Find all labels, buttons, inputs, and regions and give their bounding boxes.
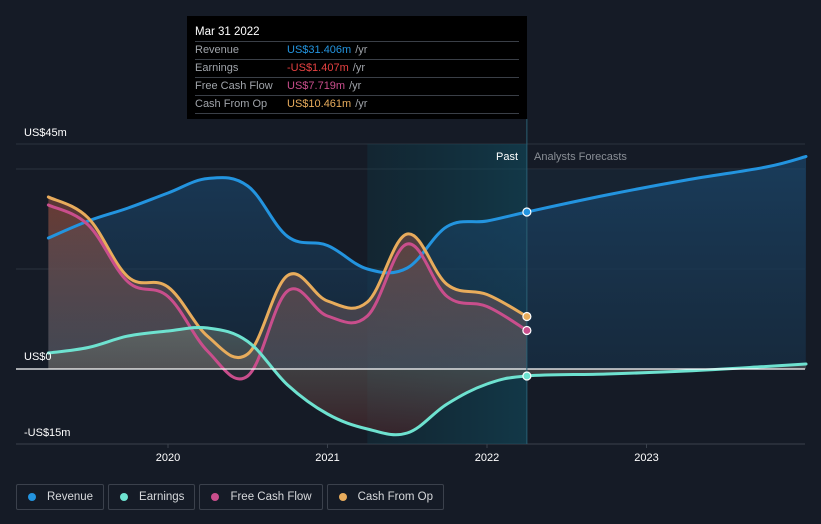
current-points xyxy=(522,207,532,381)
legend-item-revenue[interactable]: Revenue xyxy=(16,484,105,510)
y-tick-label-zero: US$0 xyxy=(24,351,52,363)
y-tick-label-top: US$45m xyxy=(24,127,67,139)
legend-label: Revenue xyxy=(47,491,94,503)
tooltip-value: US$31.406m xyxy=(287,44,352,56)
legend-label: Free Cash Flow xyxy=(230,491,312,503)
tooltip-row-cash-from-op: Cash From Op US$10.461m /yr xyxy=(195,96,519,114)
tooltip-label: Cash From Op xyxy=(195,98,268,110)
tooltip-unit: /yr xyxy=(355,98,368,110)
tooltip-row-free-cash-flow: Free Cash Flow US$7.719m /yr xyxy=(195,78,519,96)
earnings-area xyxy=(48,327,806,435)
tooltip-value: US$10.461m xyxy=(287,98,352,110)
free-cash-flow-line xyxy=(46,203,529,381)
legend-item-free-cash-flow[interactable]: Free Cash Flow xyxy=(199,484,323,510)
x-tick-label: 2020 xyxy=(156,452,180,464)
past-label: Past xyxy=(496,151,518,163)
x-tick-label: 2021 xyxy=(315,452,339,464)
tooltip-unit: /yr xyxy=(352,62,365,74)
tooltip-label: Free Cash Flow xyxy=(195,80,273,92)
earnings-current-point[interactable] xyxy=(522,371,532,381)
legend-dot-icon xyxy=(211,493,220,501)
y-tick-label-bottom: -US$15m xyxy=(24,427,70,439)
analysts-forecasts-label: Analysts Forecasts xyxy=(534,151,627,163)
free-cash-flow-current-point[interactable] xyxy=(522,325,532,336)
tooltip-label: Earnings xyxy=(195,62,239,74)
legend-label: Earnings xyxy=(139,491,185,503)
tooltip-row-earnings: Earnings -US$1.407m /yr xyxy=(195,60,519,78)
tooltip-value: -US$1.407m xyxy=(287,62,349,74)
tooltip-row-revenue: Revenue US$31.406m /yr xyxy=(195,42,519,60)
legend: Revenue Earnings Free Cash Flow Cash Fro… xyxy=(16,484,445,510)
tooltip-unit: /yr xyxy=(349,80,362,92)
tooltip-unit: /yr xyxy=(355,44,368,56)
revenue-line xyxy=(46,155,808,275)
tooltip-date: Mar 31 2022 xyxy=(195,24,519,42)
legend-item-earnings[interactable]: Earnings xyxy=(108,484,196,510)
legend-dot-icon xyxy=(120,493,129,501)
x-tick-label: 2022 xyxy=(475,452,499,464)
tooltip-label: Revenue xyxy=(195,44,240,56)
legend-label: Cash From Op xyxy=(357,491,434,503)
legend-item-cash-from-op[interactable]: Cash From Op xyxy=(326,484,445,510)
earnings-line xyxy=(46,325,808,437)
x-tick-label: 2023 xyxy=(634,452,658,464)
cash-from-op-line xyxy=(46,195,529,360)
tooltip-value: US$7.719m xyxy=(287,80,346,92)
series-lines xyxy=(46,155,808,437)
cash-from-op-current-point[interactable] xyxy=(522,311,532,322)
revenue-current-point[interactable] xyxy=(522,207,532,217)
tooltip: Mar 31 2022 Revenue US$31.406m /yr Earni… xyxy=(187,16,527,119)
legend-dot-icon xyxy=(338,493,347,501)
x-axis-ticks: 2020 2021 2022 2023 xyxy=(156,444,659,464)
legend-dot-icon xyxy=(28,493,36,501)
